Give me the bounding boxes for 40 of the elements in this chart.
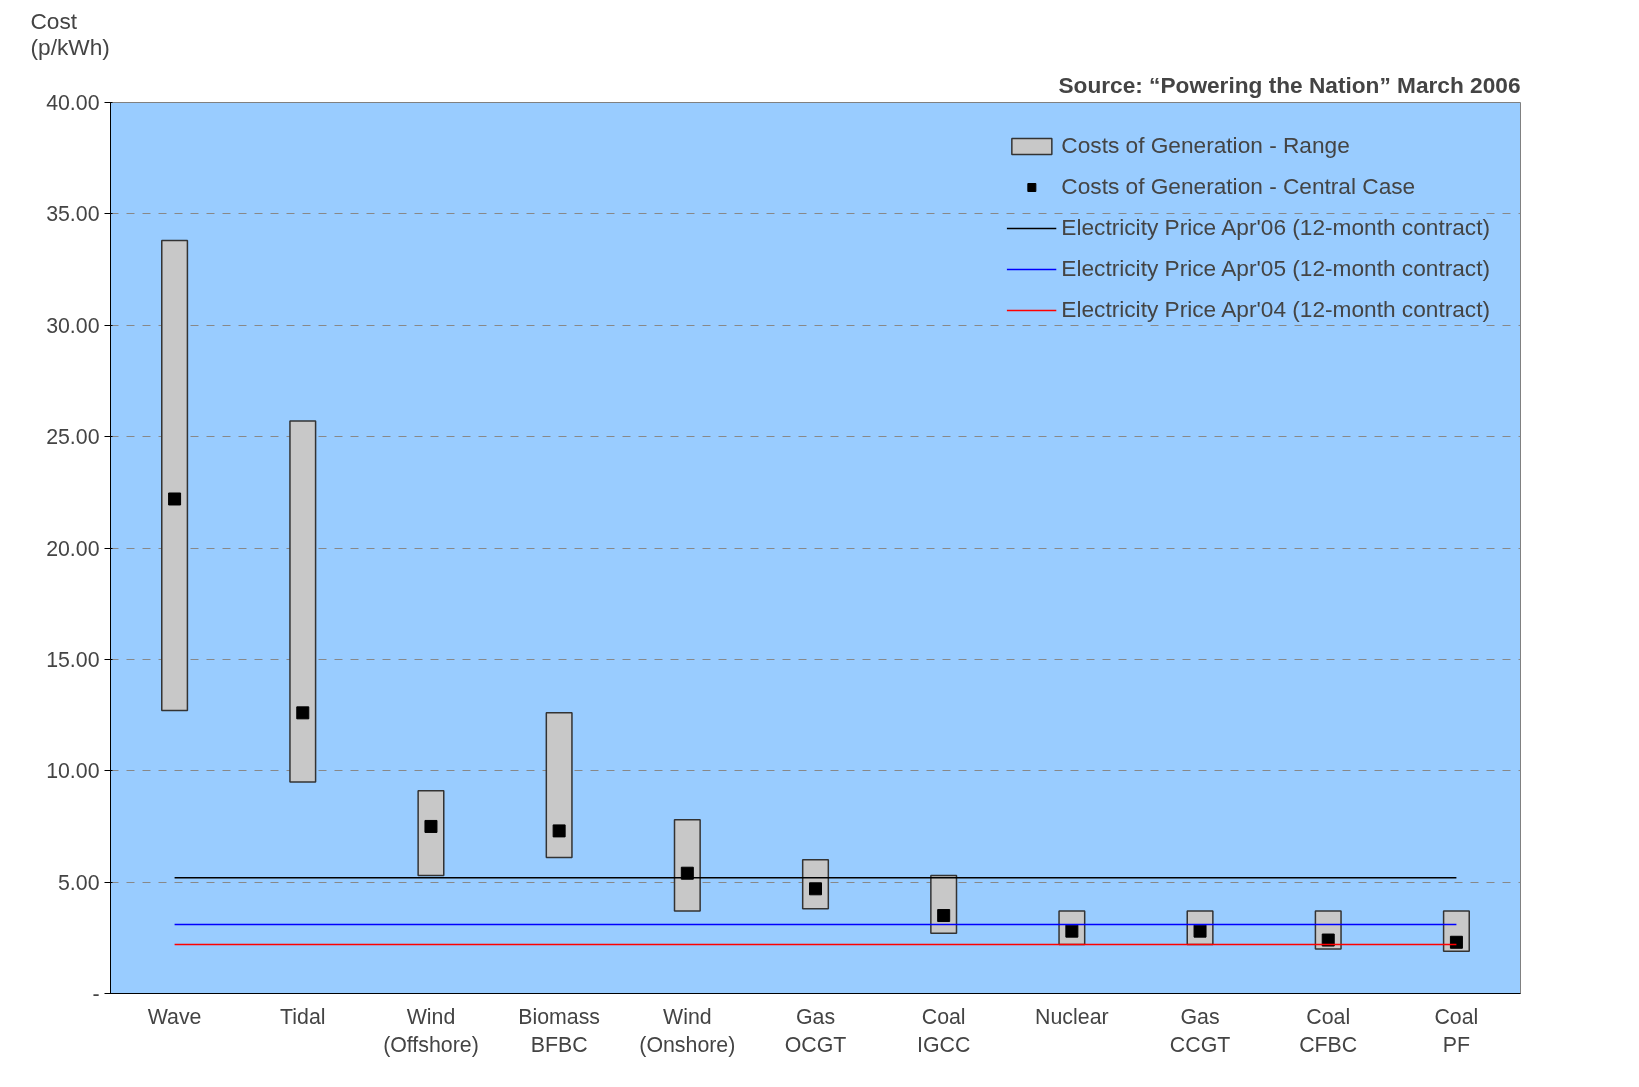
point: [1321, 933, 1335, 947]
y-tick-label: 30.00: [46, 313, 100, 338]
x-tick-label: Wave: [147, 1004, 202, 1029]
x-tick-label: Wind (Offshore): [383, 1004, 479, 1058]
point: [168, 492, 182, 506]
y-tick-label: 25.00: [46, 425, 100, 450]
y-tick-label: 40.00: [46, 91, 100, 115]
y-tick-label: 35.00: [46, 202, 100, 227]
x-tick-label: Biomass BFBC: [518, 1004, 601, 1058]
y-tick-label: -: [92, 982, 100, 1006]
x-tick-label: Coal PF: [1434, 1004, 1479, 1058]
x-tick-label: Wind (Onshore): [639, 1004, 736, 1058]
legend-label: Costs of Generation - Range: [1061, 132, 1350, 159]
y-tick-label: 15.00: [46, 647, 100, 672]
x-tick-label: Gas CCGT: [1169, 1004, 1231, 1058]
point: [552, 824, 566, 838]
legend-label: Electricity Price Apr'04 (12-month contract): [1061, 296, 1490, 323]
source-note: Source: “Powering the Nation” March 2006: [1058, 71, 1521, 98]
x-tick-label: Coal CFBC: [1299, 1004, 1358, 1058]
y-tick-label: 5.00: [57, 870, 100, 895]
bar: [673, 819, 701, 912]
y-tick-label: 10.00: [46, 759, 100, 784]
x-tick-label: Coal IGCC: [917, 1004, 971, 1058]
legend-label: Electricity Price Apr'05 (12-month contract): [1061, 255, 1490, 282]
y-axis-title: Cost (p/kWh): [30, 7, 110, 60]
legend-label: Electricity Price Apr'06 (12-month contract): [1061, 214, 1490, 241]
legend-label: Costs of Generation - Central Case: [1061, 173, 1416, 200]
bar: [417, 790, 445, 877]
point: [937, 909, 951, 923]
point: [1449, 935, 1463, 949]
bar: [289, 420, 317, 783]
x-tick-label: Tidal: [280, 1004, 326, 1029]
bar: [545, 712, 573, 859]
y-tick-label: 20.00: [46, 536, 100, 561]
bar: [161, 239, 189, 712]
point: [424, 819, 438, 833]
point: [680, 866, 694, 880]
point: [296, 706, 310, 720]
x-tick-label: Nuclear: [1035, 1004, 1109, 1029]
x-tick-label: Gas OCGT: [784, 1004, 847, 1058]
